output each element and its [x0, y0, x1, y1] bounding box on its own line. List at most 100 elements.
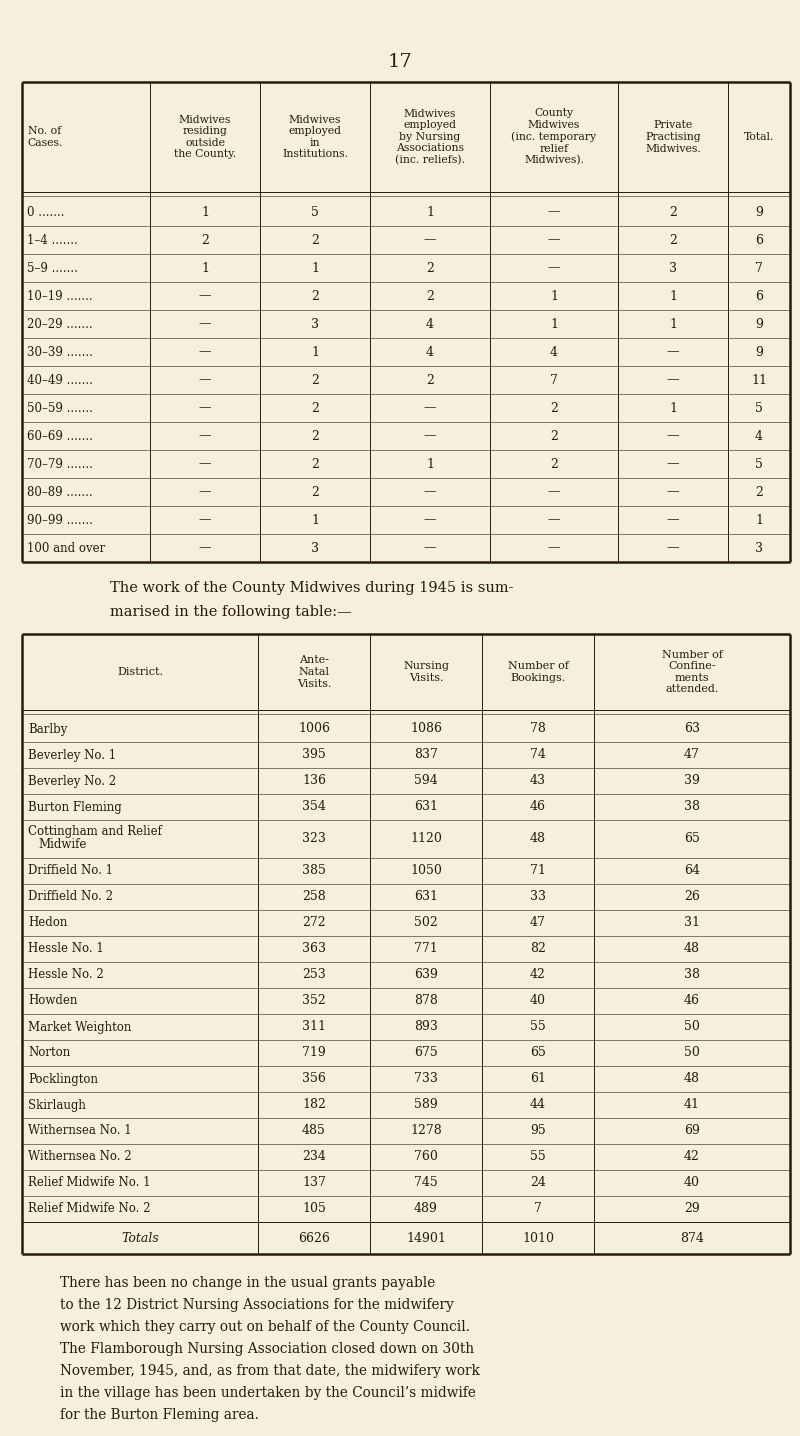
Text: 136: 136	[302, 774, 326, 787]
Text: 47: 47	[530, 916, 546, 929]
Text: Number of
Bookings.: Number of Bookings.	[507, 661, 569, 682]
Text: 1120: 1120	[410, 833, 442, 846]
Text: 5: 5	[755, 402, 763, 415]
Text: 24: 24	[530, 1176, 546, 1189]
Text: —: —	[424, 485, 436, 498]
Text: 55: 55	[530, 1150, 546, 1163]
Text: 363: 363	[302, 942, 326, 955]
Text: —: —	[666, 458, 679, 471]
Text: Totals: Totals	[121, 1232, 159, 1245]
Text: 70–79 .......: 70–79 .......	[27, 458, 93, 471]
Text: 2: 2	[426, 261, 434, 274]
Text: —: —	[198, 429, 211, 442]
Text: 50: 50	[684, 1047, 700, 1060]
Text: for the Burton Fleming area.: for the Burton Fleming area.	[60, 1409, 259, 1422]
Text: 733: 733	[414, 1073, 438, 1086]
Text: 1: 1	[201, 261, 209, 274]
Text: 1: 1	[550, 317, 558, 330]
Text: —: —	[424, 234, 436, 247]
Text: 1–4 .......: 1–4 .......	[27, 234, 78, 247]
Text: 90–99 .......: 90–99 .......	[27, 514, 93, 527]
Text: 65: 65	[530, 1047, 546, 1060]
Text: 356: 356	[302, 1073, 326, 1086]
Text: 760: 760	[414, 1150, 438, 1163]
Text: —: —	[548, 485, 560, 498]
Text: 234: 234	[302, 1150, 326, 1163]
Text: Midwives
employed
in
Institutions.: Midwives employed in Institutions.	[282, 115, 348, 159]
Text: 64: 64	[684, 864, 700, 877]
Text: —: —	[548, 261, 560, 274]
Text: Cottingham and Relief: Cottingham and Relief	[28, 826, 162, 839]
Text: 2: 2	[311, 485, 319, 498]
Text: 44: 44	[530, 1099, 546, 1111]
Text: 48: 48	[530, 833, 546, 846]
Text: 71: 71	[530, 864, 546, 877]
Text: 50: 50	[684, 1021, 700, 1034]
Text: 2: 2	[201, 234, 209, 247]
Text: Driffield No. 2: Driffield No. 2	[28, 890, 113, 903]
Text: —: —	[198, 346, 211, 359]
Text: Withernsea No. 2: Withernsea No. 2	[28, 1150, 132, 1163]
Text: —: —	[666, 514, 679, 527]
Text: 61: 61	[530, 1073, 546, 1086]
Text: —: —	[666, 346, 679, 359]
Text: 40: 40	[530, 995, 546, 1008]
Text: 42: 42	[530, 968, 546, 981]
Text: 100 and over: 100 and over	[27, 541, 106, 554]
Text: The Flamborough Nursing Association closed down on 30th: The Flamborough Nursing Association clos…	[60, 1343, 474, 1356]
Text: 3: 3	[669, 261, 677, 274]
Text: 878: 878	[414, 995, 438, 1008]
Text: No. of
Cases.: No. of Cases.	[27, 126, 62, 148]
Text: 323: 323	[302, 833, 326, 846]
Text: work which they carry out on behalf of the County Council.: work which they carry out on behalf of t…	[60, 1320, 470, 1334]
Text: 1: 1	[669, 290, 677, 303]
Text: 4: 4	[426, 317, 434, 330]
Text: —: —	[666, 429, 679, 442]
Text: 31: 31	[684, 916, 700, 929]
Text: 41: 41	[684, 1099, 700, 1111]
Text: 69: 69	[684, 1124, 700, 1137]
Text: —: —	[424, 429, 436, 442]
Text: 1: 1	[201, 205, 209, 218]
Text: 4: 4	[755, 429, 763, 442]
Text: Midwife: Midwife	[38, 839, 86, 852]
Text: 47: 47	[684, 748, 700, 761]
Text: 1: 1	[311, 261, 319, 274]
Text: Driffield No. 1: Driffield No. 1	[28, 864, 113, 877]
Text: 2: 2	[311, 429, 319, 442]
Text: in the village has been undertaken by the Council’s midwife: in the village has been undertaken by th…	[60, 1386, 476, 1400]
Text: 1010: 1010	[522, 1232, 554, 1245]
Text: 631: 631	[414, 800, 438, 814]
Text: 594: 594	[414, 774, 438, 787]
Text: 1086: 1086	[410, 722, 442, 735]
Text: Ante-
Natal
Visits.: Ante- Natal Visits.	[297, 655, 331, 689]
Text: Nursing
Visits.: Nursing Visits.	[403, 661, 449, 682]
Text: 502: 502	[414, 916, 438, 929]
Text: 272: 272	[302, 916, 326, 929]
Text: 9: 9	[755, 346, 763, 359]
Text: Barlby: Barlby	[28, 722, 67, 735]
Text: 3: 3	[311, 317, 319, 330]
Text: —: —	[198, 402, 211, 415]
Text: —: —	[666, 485, 679, 498]
Text: 6626: 6626	[298, 1232, 330, 1245]
Text: 2: 2	[550, 429, 558, 442]
Text: 1050: 1050	[410, 864, 442, 877]
Text: 675: 675	[414, 1047, 438, 1060]
Text: 1: 1	[755, 514, 763, 527]
Text: 105: 105	[302, 1202, 326, 1215]
Text: 837: 837	[414, 748, 438, 761]
Text: 14901: 14901	[406, 1232, 446, 1245]
Text: 43: 43	[530, 774, 546, 787]
Text: 1: 1	[426, 205, 434, 218]
Text: 1: 1	[669, 317, 677, 330]
Text: Midwives
residing
outside
the County.: Midwives residing outside the County.	[174, 115, 236, 159]
Text: 10–19 .......: 10–19 .......	[27, 290, 93, 303]
Text: —: —	[548, 205, 560, 218]
Text: 40: 40	[684, 1176, 700, 1189]
Text: Burton Fleming: Burton Fleming	[28, 800, 122, 814]
Text: 745: 745	[414, 1176, 438, 1189]
Text: Beverley No. 1: Beverley No. 1	[28, 748, 116, 761]
Text: The work of the County Midwives during 1945 is sum-: The work of the County Midwives during 1…	[110, 582, 514, 595]
Text: 55: 55	[530, 1021, 546, 1034]
